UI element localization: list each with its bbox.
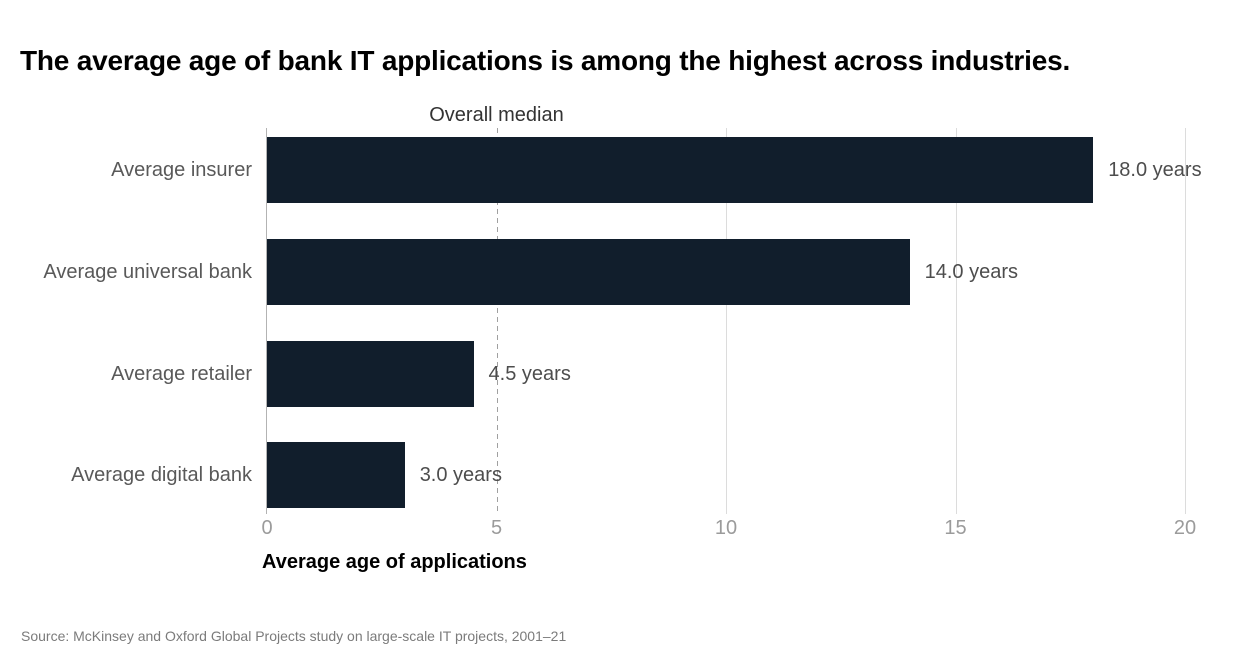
bar-value-average-digital-bank: 3.0 years xyxy=(419,464,502,486)
source-note: Source: McKinsey and Oxford Global Proje… xyxy=(21,628,567,644)
bar-average-digital-bank xyxy=(267,442,405,508)
median-dashed-line xyxy=(496,128,498,514)
bar-average-insurer xyxy=(267,137,1094,203)
gridline-10 xyxy=(726,128,727,514)
bar-average-retailer xyxy=(267,341,474,407)
bar-value-average-universal-bank: 14.0 years xyxy=(924,261,1018,283)
category-label-average-retailer: Average retailer xyxy=(111,363,252,385)
category-label-average-universal-bank: Average universal bank xyxy=(43,261,252,283)
gridline-20 xyxy=(1185,128,1186,514)
bar-value-average-retailer: 4.5 years xyxy=(488,363,571,385)
category-label-average-insurer: Average insurer xyxy=(111,159,252,181)
bar-value-average-insurer: 18.0 years xyxy=(1108,159,1202,181)
x-axis-label: Average age of applications xyxy=(262,551,527,573)
x-tick-label-5: 5 xyxy=(490,517,503,539)
chart-title: The average age of bank IT applications … xyxy=(20,44,1071,76)
category-label-average-digital-bank: Average digital bank xyxy=(71,464,252,486)
x-tick-label-10: 10 xyxy=(714,517,738,539)
median-line-label: Overall median xyxy=(429,104,564,126)
x-tick-label-20: 20 xyxy=(1173,517,1197,539)
gridline-15 xyxy=(955,128,957,514)
category-axis: Average insurer Average universal bank Ave… xyxy=(0,128,252,514)
y-axis-line xyxy=(266,128,267,514)
x-tick-label-15: 15 xyxy=(944,517,967,539)
bar-average-universal-bank xyxy=(267,239,910,305)
x-axis-ticks: 0 5 10 15 20 xyxy=(261,517,1196,541)
x-tick-label-0: 0 xyxy=(261,517,273,539)
plot-area: 18.0 years 14.0 years 4.5 years 3.0 years xyxy=(266,128,1202,514)
